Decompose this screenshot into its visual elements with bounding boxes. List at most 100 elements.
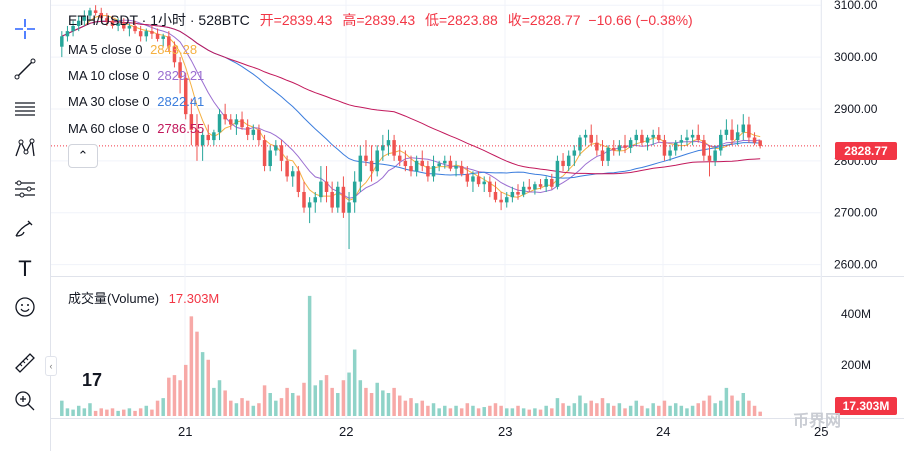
candle-body <box>747 124 751 138</box>
volume-bar <box>476 408 481 416</box>
volume-bar <box>364 387 368 416</box>
volume-bar <box>122 409 126 416</box>
volume-bar <box>465 403 470 416</box>
volume-bar <box>488 405 492 416</box>
volume-bar <box>296 395 301 416</box>
volume-bar <box>397 395 402 416</box>
volume-bar <box>657 405 661 416</box>
volume-bar <box>381 390 385 416</box>
chart-area[interactable]: 3100.00 3000.00 2900.00 2800.00 2700.00 2600.… <box>51 0 904 451</box>
volume-bar <box>459 408 464 416</box>
volume-bar <box>403 400 408 416</box>
text-icon[interactable]: T <box>18 256 32 281</box>
header-legend: ETH/USDT · 1小时 · 528BTC 开=2839.43 高=2839… <box>68 10 693 30</box>
trend-line-icon[interactable] <box>8 52 42 86</box>
volume-bar <box>313 385 318 416</box>
volume-bar <box>161 398 165 416</box>
volume-bar <box>499 405 503 416</box>
candle-body <box>600 150 605 161</box>
ma-legend-row: MA 30 close 0 2822.41 <box>68 94 204 109</box>
volume-bar <box>634 400 639 416</box>
collapse-legend-button[interactable]: ⌃ <box>68 144 98 168</box>
candle-body <box>437 163 441 167</box>
candle-body <box>606 147 610 161</box>
candle-body <box>99 12 103 19</box>
volume-bar <box>555 398 560 416</box>
volume-bar <box>679 405 684 416</box>
volume-bar <box>375 382 379 416</box>
volume-bar <box>307 295 312 416</box>
fib-icon[interactable] <box>8 172 42 206</box>
volume-bar <box>437 408 441 416</box>
candle-body <box>533 184 537 190</box>
volume-bar <box>268 393 272 416</box>
drawing-toolbar: T <box>0 0 51 451</box>
candle-body <box>713 150 717 161</box>
candle-body <box>290 171 295 177</box>
emoji-icon[interactable] <box>8 290 42 324</box>
candle-body <box>634 134 639 141</box>
candle-body <box>628 140 633 148</box>
ma-legend-row: MA 60 close 0 2786.55 <box>68 121 204 136</box>
candle-body <box>330 191 334 208</box>
volume-bar <box>471 405 475 416</box>
candle-body <box>138 31 143 37</box>
volume-bar <box>229 400 233 416</box>
candle-body <box>668 150 672 156</box>
volume-bar <box>212 387 216 416</box>
change-label: −10.66 (−0.38%) <box>588 12 693 28</box>
volume-bar <box>713 403 717 416</box>
candle-body <box>386 140 391 146</box>
volume-bar <box>336 393 340 416</box>
candle-body <box>341 186 346 213</box>
candle-body <box>572 150 577 156</box>
candle-body <box>251 129 256 135</box>
volume-bar <box>217 380 222 416</box>
pattern-icon[interactable] <box>8 132 42 166</box>
horizontal-lines-icon[interactable] <box>8 92 42 126</box>
brush-icon[interactable] <box>8 212 42 246</box>
candle-body <box>122 23 126 29</box>
volume-bar <box>544 405 548 416</box>
candle-body <box>578 137 582 151</box>
candle-body <box>212 132 216 141</box>
crosshair-icon[interactable] <box>8 12 42 46</box>
volume-bar <box>516 405 520 416</box>
volume-bar <box>651 403 655 416</box>
volume-bar <box>178 380 182 416</box>
candle-body <box>358 155 363 182</box>
candle-body <box>707 155 712 161</box>
current-volume-label: 17.303M <box>835 397 897 415</box>
candle-body <box>155 33 160 39</box>
volume-bar <box>251 405 256 416</box>
volume-bar <box>386 393 391 416</box>
candle-body <box>189 114 194 130</box>
volume-bar <box>99 408 103 416</box>
zoom-icon[interactable] <box>8 384 42 418</box>
candle-body <box>448 160 453 169</box>
volume-bar <box>324 375 329 416</box>
tradingview-logo[interactable]: 17 <box>73 365 111 395</box>
chevron-left-icon[interactable]: ‹ <box>45 356 57 376</box>
volume-bar <box>302 382 306 416</box>
candle-body <box>544 179 548 187</box>
volume-bar <box>662 400 667 416</box>
candle-body <box>178 62 182 78</box>
volume-bar <box>138 408 143 416</box>
candle-body <box>657 134 661 141</box>
volume-bar <box>71 409 75 416</box>
volume-bar <box>195 331 199 416</box>
volume-bar <box>645 408 650 416</box>
candle-body <box>352 181 357 203</box>
volume-bar <box>274 400 278 416</box>
price-chart[interactable]: 3100.003000.002900.002800.002700.002600.… <box>51 0 904 451</box>
price-tick-label: 2600.00 <box>834 258 878 272</box>
candle-body <box>504 197 509 203</box>
candle-body <box>443 160 447 164</box>
candle-body <box>71 25 75 32</box>
ruler-icon[interactable] <box>8 346 42 380</box>
candle-body <box>696 134 700 141</box>
candle-body <box>206 134 210 141</box>
candle-body <box>617 145 622 151</box>
volume-bar <box>747 400 751 416</box>
